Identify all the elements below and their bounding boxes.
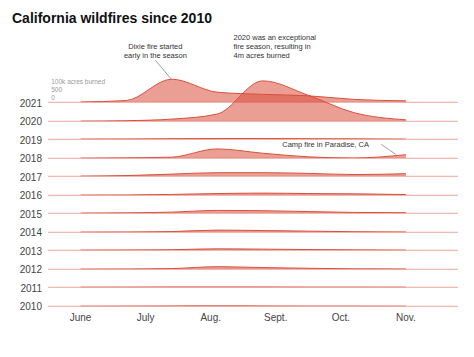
html-text:2015: 2015 — [19, 208, 42, 220]
html-text:2010: 2010 — [19, 300, 42, 312]
html-text:2016: 2016 — [19, 189, 42, 201]
svg-text:Sept.: Sept. — [264, 312, 287, 323]
html-text:0: 0 — [51, 94, 55, 101]
html-text:2013: 2013 — [19, 245, 42, 257]
svg-text:July: July — [137, 312, 155, 323]
html-text:2014: 2014 — [19, 226, 42, 238]
html-text:Camp fire in Paradise, CA: Camp fire in Paradise, CA — [282, 139, 369, 149]
svg-text:Oct.: Oct. — [332, 312, 350, 323]
svg-text:June: June — [70, 312, 92, 323]
html-text:2020: 2020 — [19, 115, 42, 127]
html-text:100k acres burned: 100k acres burned — [51, 78, 106, 86]
html-text:2020 was an exceptional fire s: 2020 was an exceptional fire season, res… — [233, 33, 316, 61]
html-text:2021: 2021 — [19, 97, 42, 109]
html-text:Dixie fire started early in th: Dixie fire started early in the season — [123, 42, 187, 61]
svg-text:Aug.: Aug. — [200, 312, 221, 323]
html-text:2017: 2017 — [19, 171, 42, 183]
html-text:2019: 2019 — [19, 134, 42, 146]
html-text:500: 500 — [51, 85, 63, 93]
svg-text:Nov.: Nov. — [396, 312, 416, 323]
html-text:2011: 2011 — [20, 282, 42, 294]
html-text:2012: 2012 — [19, 263, 42, 275]
html-text:2018: 2018 — [19, 152, 42, 164]
html-text:California wildfires since 201: California wildfires since 2010 — [12, 10, 212, 26]
